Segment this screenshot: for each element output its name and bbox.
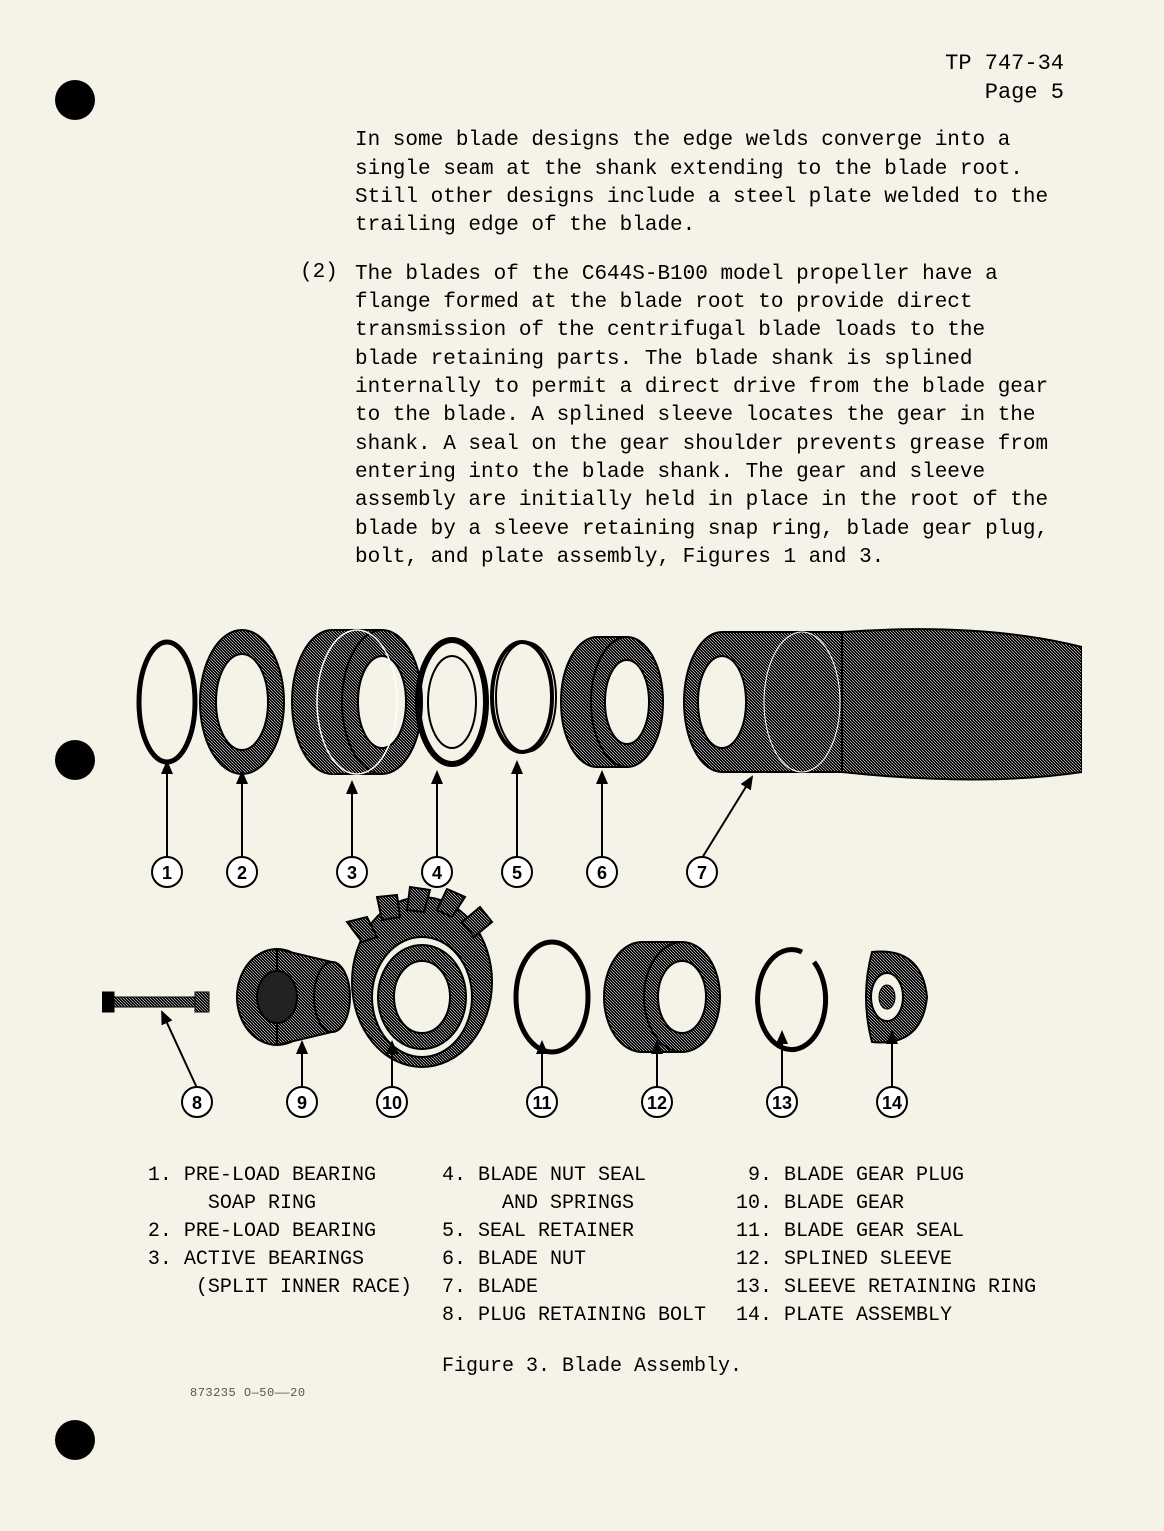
svg-text:8: 8 [192,1093,202,1113]
part-gear-10 [347,887,492,1067]
svg-text:1: 1 [162,863,172,883]
part-sleeve-12 [604,942,720,1052]
part-plate-14 [866,952,927,1043]
page-content: TP 747-34 Page 5 In some blade designs t… [0,0,1164,1440]
paragraph-1: In some blade designs the edge welds con… [355,127,1054,240]
legend-col-3: 9. BLADE GEAR PLUG 10. BLADE GEAR 11. BL… [736,1162,1036,1330]
figure-caption: Figure 3. Blade Assembly. [100,1355,1084,1378]
page-header: TP 747-34 Page 5 [100,50,1084,107]
doc-id: TP 747-34 [100,50,1064,79]
part-blade-7 [684,629,1082,779]
legend-col-2: 4. BLADE NUT SEAL AND SPRINGS 5. SEAL RE… [442,1162,706,1330]
figure-exploded-view: 1234567891011121314 [102,602,1082,1122]
svg-text:11: 11 [532,1093,551,1113]
svg-text:9: 9 [297,1093,307,1113]
part-snap-ring-13 [758,950,826,1050]
part-plug-9 [237,949,350,1045]
paragraph-2-wrapper: (2) The blades of the C644S-B100 model p… [300,261,1054,573]
figure-legend: 1. PRE-LOAD BEARING SOAP RING 2. PRE-LOA… [100,1162,1084,1330]
svg-text:7: 7 [697,863,707,883]
svg-text:12: 12 [647,1093,667,1113]
part-seal-4 [418,640,486,764]
paragraph-2-text: The blades of the C644S-B100 model prope… [355,261,1054,573]
svg-text:5: 5 [512,863,522,883]
part-bolt-8 [102,992,209,1012]
part-retainer-5 [492,642,556,752]
svg-text:10: 10 [382,1093,402,1113]
paragraph-2-number: (2) [300,261,355,573]
part-bearing-2 [200,630,284,774]
svg-text:14: 14 [882,1093,902,1113]
svg-text:2: 2 [237,863,247,883]
figure-svg: 1234567891011121314 [102,602,1082,1122]
part-nut-6 [561,637,663,767]
legend-col-1: 1. PRE-LOAD BEARING SOAP RING 2. PRE-LOA… [148,1162,412,1330]
svg-text:4: 4 [432,863,442,883]
print-footer: 873235 O—50——20 [190,1386,1084,1400]
part-seal-11 [516,942,588,1052]
part-ring-1 [139,642,195,762]
part-bearings-3 [292,630,422,774]
svg-text:3: 3 [347,863,357,883]
svg-text:6: 6 [597,863,607,883]
page-number: Page 5 [100,79,1064,108]
svg-text:13: 13 [772,1093,792,1113]
